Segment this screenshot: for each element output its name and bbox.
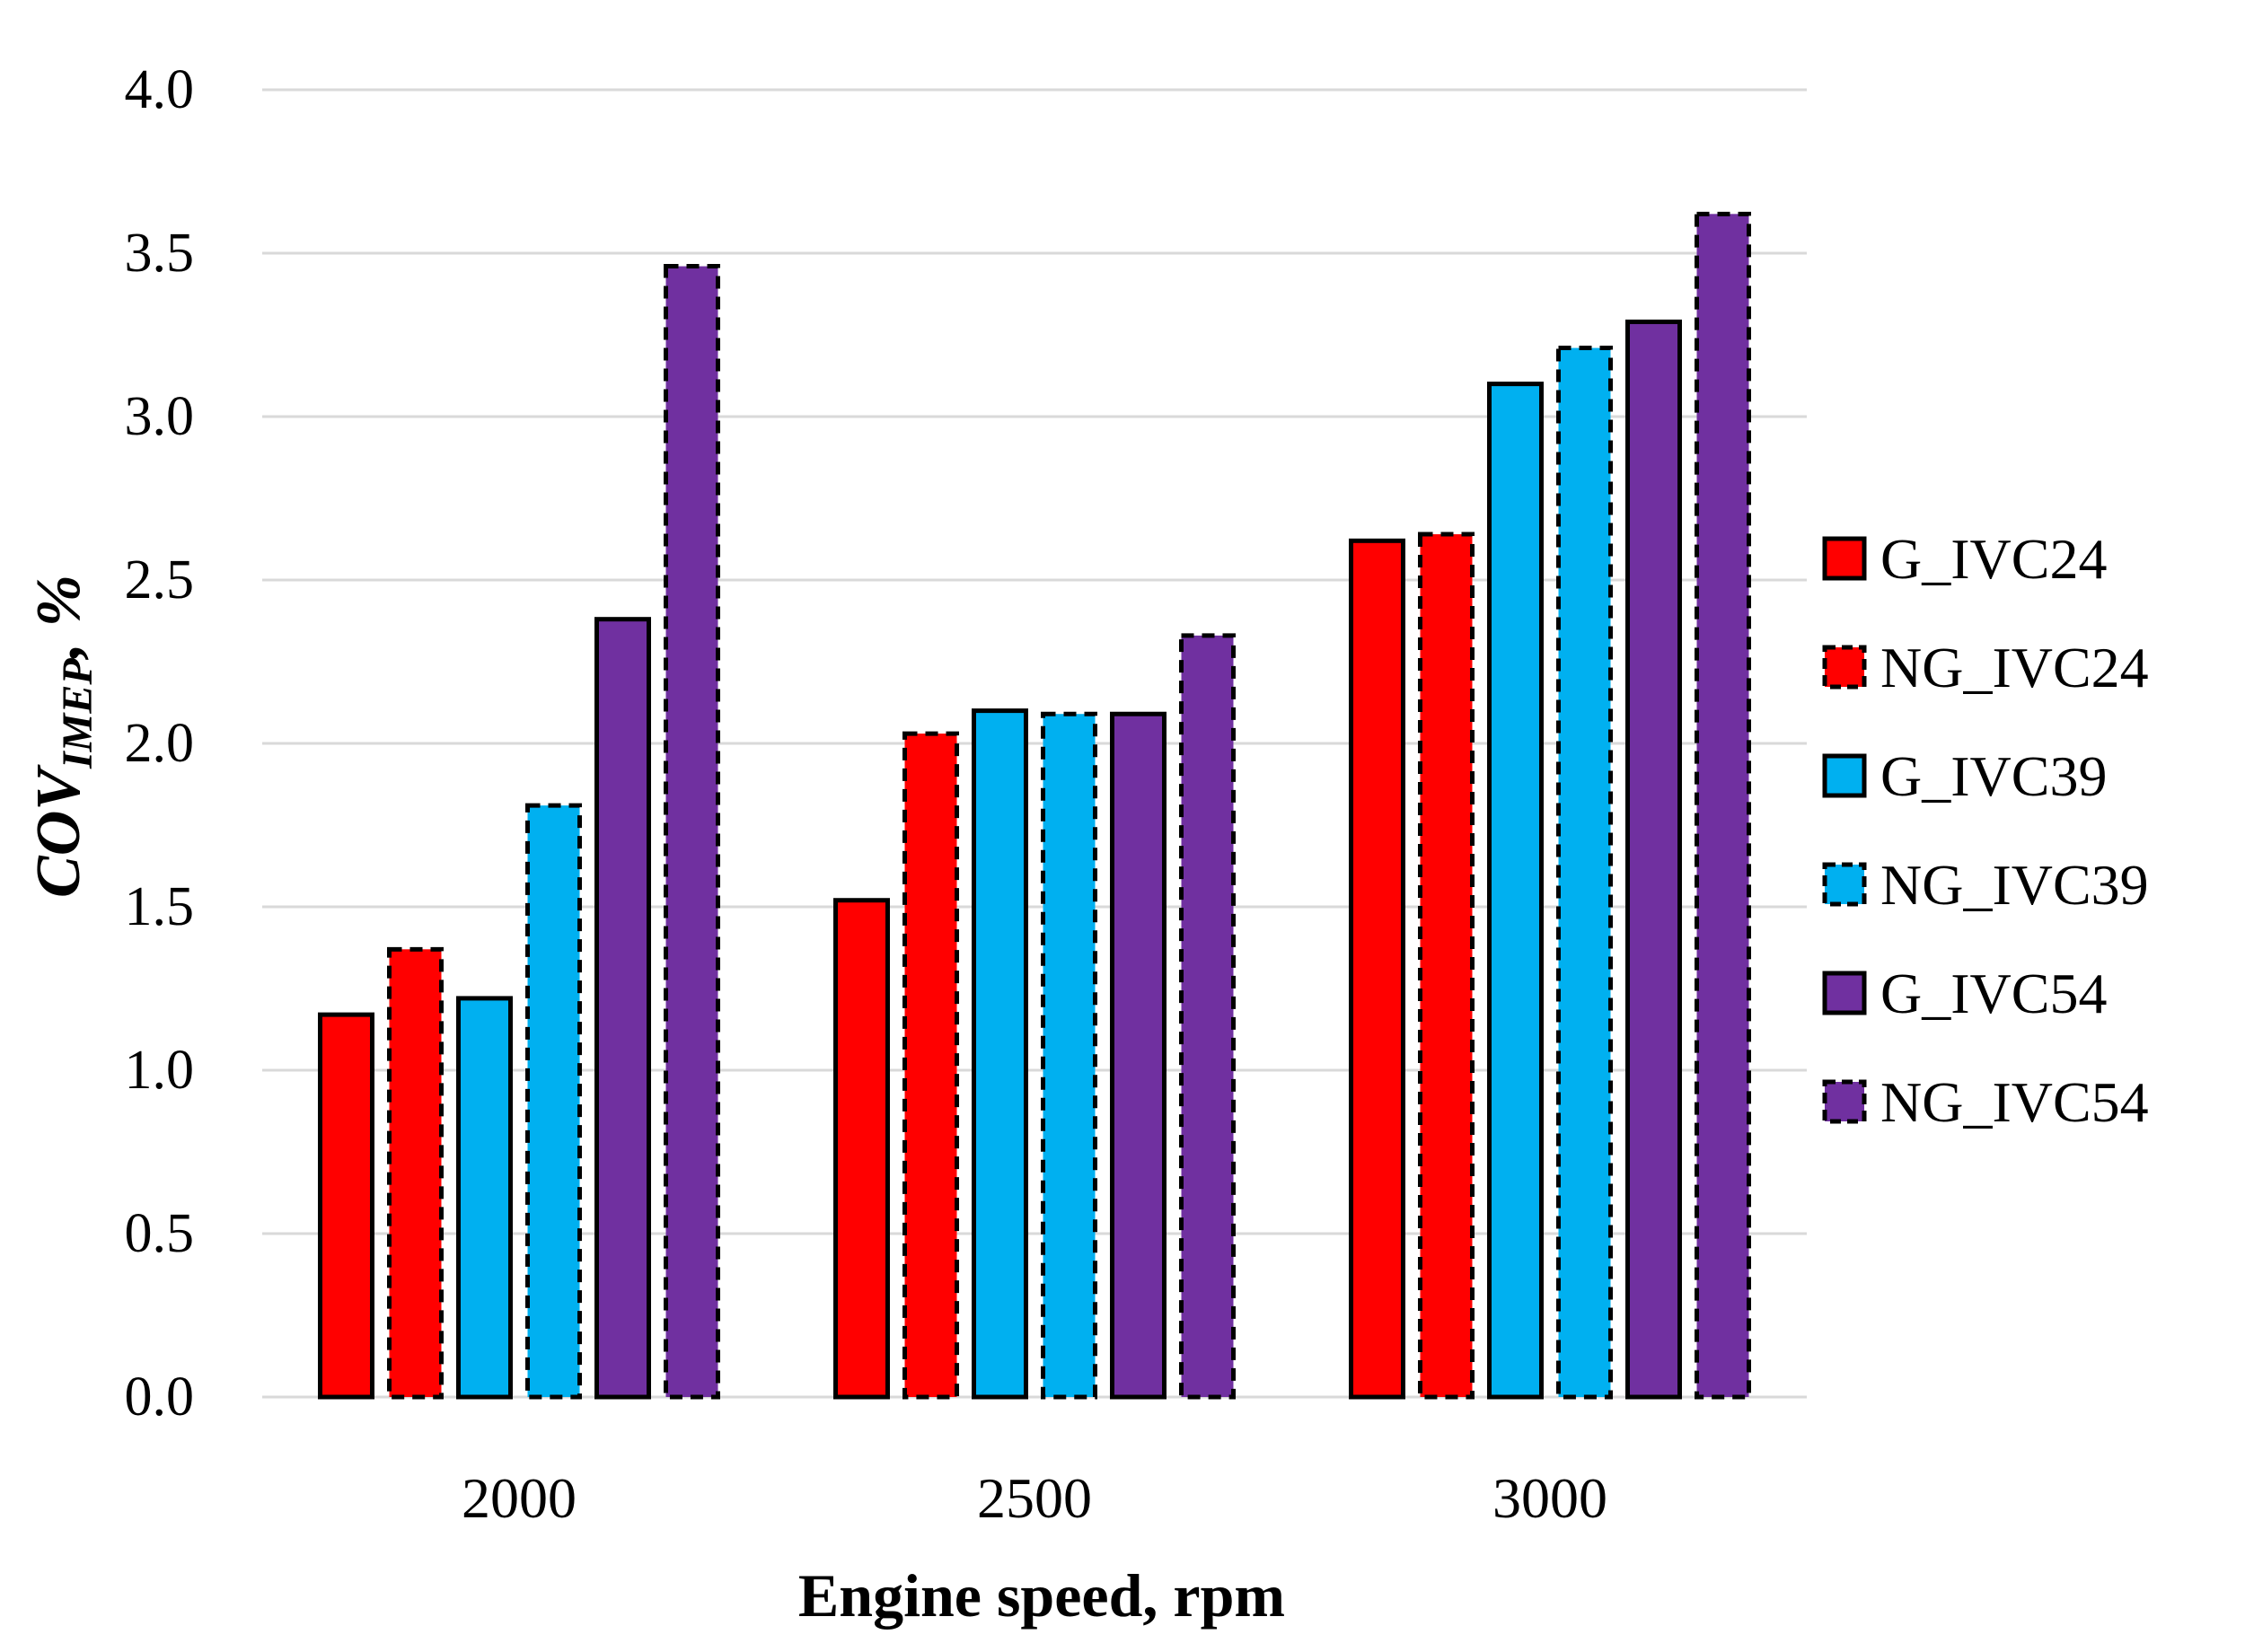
legend-swatch <box>1822 862 1867 907</box>
bar-G_IVC24-2500 <box>833 898 890 1400</box>
y-tick-label: 1.5 <box>125 876 195 937</box>
y-tick-label: 4.0 <box>125 59 195 120</box>
bar-NG_IVC54-2500 <box>1179 633 1236 1400</box>
y-tick-label: 2.0 <box>125 713 195 774</box>
legend-item-NG_IVC54: NG_IVC54 <box>1822 1070 2149 1134</box>
legend-swatch <box>1822 645 1867 690</box>
legend: G_IVC24 NG_IVC24 G_IVC39 NG_IVC39 G_IVC54 NG_… <box>1822 527 2149 1134</box>
bar-NG_IVC24-2500 <box>902 731 959 1400</box>
legend-item-G_IVC24: G_IVC24 <box>1822 527 2107 591</box>
x-tick-label: 2000 <box>462 1466 577 1530</box>
x-axis-title: Engine speed, rpm <box>798 1561 1285 1630</box>
bar-G_IVC24-3000 <box>1349 538 1405 1400</box>
bar-NG_IVC39-2500 <box>1041 711 1097 1400</box>
legend-item-NG_IVC24: NG_IVC24 <box>1822 636 2149 699</box>
bar-NG_IVC24-2000 <box>387 946 444 1400</box>
bar-G_IVC24-2000 <box>318 1012 374 1400</box>
legend-item-G_IVC39: G_IVC39 <box>1822 744 2107 808</box>
legend-swatch <box>1822 1079 1867 1124</box>
bar-NG_IVC54-3000 <box>1695 211 1751 1400</box>
bar-G_IVC54-2500 <box>1110 711 1167 1400</box>
y-axis-title-subscript: IMEP <box>54 658 101 769</box>
y-axis-title-suffix: , % <box>24 575 93 660</box>
bar-NG_IVC39-3000 <box>1556 346 1613 1400</box>
legend-swatch <box>1822 971 1867 1015</box>
bar-G_IVC39-3000 <box>1487 382 1544 1400</box>
x-tick-label: 2500 <box>977 1466 1092 1530</box>
legend-item-NG_IVC39: NG_IVC39 <box>1822 853 2149 917</box>
gridlines <box>262 88 1807 1399</box>
bars <box>318 211 1751 1400</box>
bar-G_IVC39-2500 <box>972 708 1028 1400</box>
legend-label: G_IVC39 <box>1880 744 2107 808</box>
y-axis-ticks: 0.0 0.5 1.0 1.5 2.0 2.5 3.0 3.5 4.0 <box>125 59 195 1428</box>
bar-G_IVC54-3000 <box>1625 319 1682 1400</box>
y-tick-label: 0.0 <box>125 1366 195 1428</box>
legend-label: G_IVC24 <box>1880 527 2107 591</box>
x-tick-label: 3000 <box>1492 1466 1607 1530</box>
bar-G_IVC39-2000 <box>456 996 513 1400</box>
y-tick-label: 1.0 <box>125 1040 195 1101</box>
y-axis-title: COVIMEP, % <box>24 575 101 898</box>
bar-G_IVC54-2000 <box>594 617 651 1400</box>
y-tick-label: 3.0 <box>125 386 195 447</box>
bar-NG_IVC24-3000 <box>1418 532 1475 1400</box>
y-tick-label: 2.5 <box>125 549 195 611</box>
y-axis-title-main: COV <box>24 764 93 898</box>
legend-item-G_IVC54: G_IVC54 <box>1822 962 2107 1025</box>
y-tick-label: 0.5 <box>125 1203 195 1264</box>
bar-NG_IVC54-2000 <box>664 264 720 1400</box>
legend-label: NG_IVC24 <box>1880 636 2149 699</box>
x-axis-ticks: 2000 2500 3000 <box>462 1466 1607 1530</box>
legend-label: G_IVC54 <box>1880 962 2107 1025</box>
bar-NG_IVC39-2000 <box>525 803 582 1400</box>
legend-swatch <box>1822 753 1867 798</box>
legend-swatch <box>1822 536 1867 581</box>
y-tick-label: 3.5 <box>125 223 195 284</box>
legend-label: NG_IVC54 <box>1880 1070 2149 1134</box>
legend-label: NG_IVC39 <box>1880 853 2149 917</box>
